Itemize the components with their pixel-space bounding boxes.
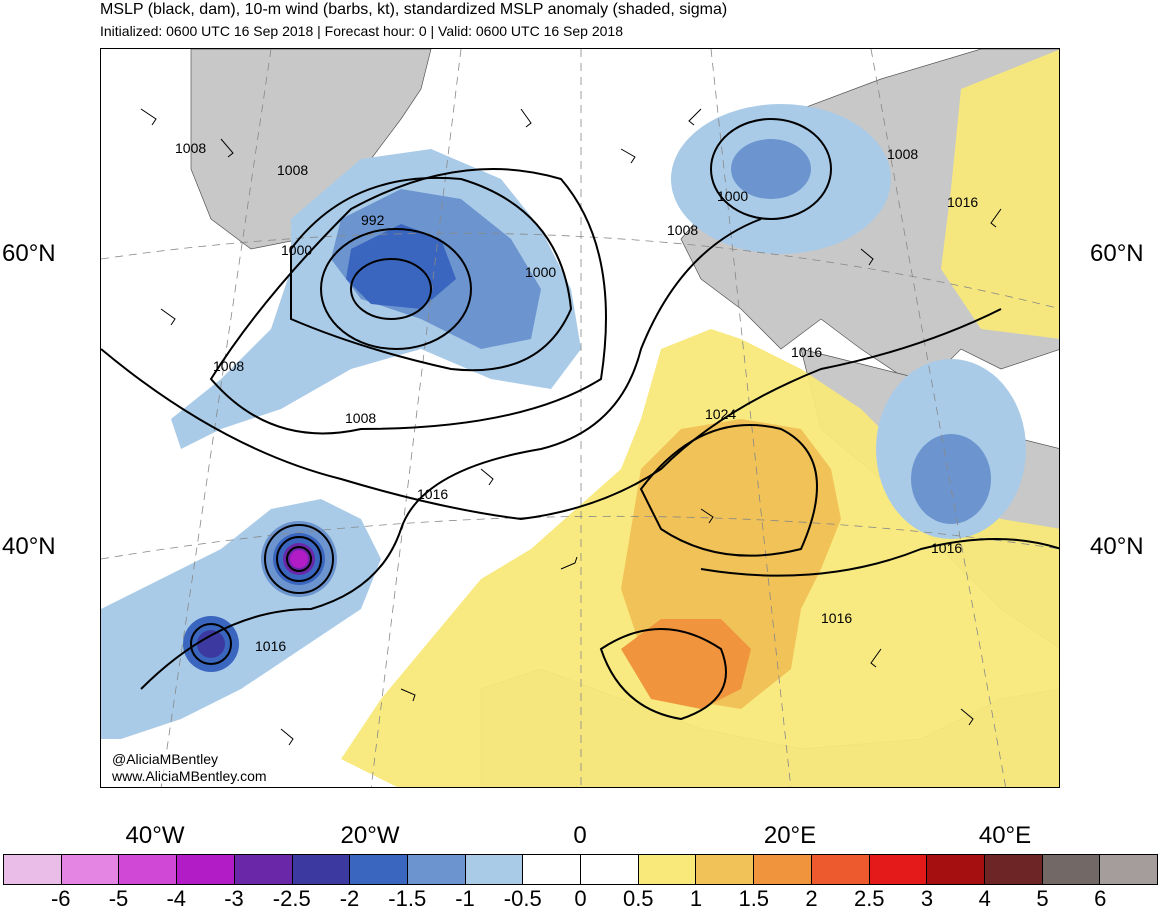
colorbar-tick-label: 4 bbox=[978, 886, 991, 911]
colorbar-cell bbox=[869, 855, 928, 884]
colorbar-cell bbox=[292, 855, 351, 884]
label-1008-norway: 1008 bbox=[667, 222, 698, 238]
colorbar-tick-label: 5 bbox=[1036, 886, 1049, 911]
map-panel: 992 1000 1000 1000 1008 1008 1008 1008 1… bbox=[100, 48, 1060, 788]
label-1008-greenland: 1008 bbox=[175, 140, 206, 156]
label-1016-atlantic: 1016 bbox=[255, 638, 286, 654]
east-low-anomaly-core bbox=[911, 434, 991, 524]
chart-subtitle: Initialized: 0600 UTC 16 Sep 2018 | Fore… bbox=[100, 23, 623, 39]
colorbar-tick-label: -1 bbox=[455, 886, 475, 911]
label-1000-iceland: 1000 bbox=[281, 242, 312, 258]
wind-barbs bbox=[140, 108, 1002, 746]
colorbar-cell bbox=[984, 855, 1043, 884]
label-1008-east: 1008 bbox=[887, 146, 918, 162]
colorbar-tick-label: -4 bbox=[166, 886, 187, 911]
label-1008-greenland-2: 1008 bbox=[277, 162, 308, 178]
label-1000-northsea: 1000 bbox=[525, 264, 556, 280]
colorbar-tick-label: 6 bbox=[1094, 886, 1107, 911]
label-1016-baltic: 1016 bbox=[791, 344, 822, 360]
colorbar-cell bbox=[234, 855, 293, 884]
colorbar-cell bbox=[1100, 855, 1158, 884]
label-1016-aegean: 1016 bbox=[821, 610, 852, 626]
colorbar-tick-label: -5 bbox=[108, 886, 129, 911]
map-svg: 992 1000 1000 1000 1008 1008 1008 1008 1… bbox=[101, 49, 1059, 787]
lon-label-20e: 20°E bbox=[763, 822, 817, 849]
credit-site: www.AliciaMBentley.com bbox=[110, 768, 269, 784]
anomaly-1-5-sigma bbox=[621, 619, 751, 709]
chart-title: MSLP (black, dam), 10-m wind (barbs, kt)… bbox=[100, 1, 728, 18]
credit-handle: @AliciaMBentley bbox=[110, 751, 221, 767]
label-992: 992 bbox=[361, 212, 385, 228]
lon-label-40w: 40°W bbox=[125, 822, 185, 849]
colorbar-cell bbox=[1042, 855, 1101, 884]
colorbar-tick-label: -0.5 bbox=[503, 886, 542, 911]
colorbar-cell bbox=[523, 855, 582, 884]
colorbar-tick-label: -2.5 bbox=[272, 886, 311, 911]
colorbar-cell bbox=[811, 855, 870, 884]
label-1000-norway: 1000 bbox=[717, 188, 748, 204]
colorbar-tick-label: 1 bbox=[689, 886, 703, 911]
lat-label-40n-right: 40°N bbox=[1090, 533, 1144, 560]
colorbar-tick-label: -3 bbox=[224, 886, 244, 911]
colorbar-cell bbox=[4, 855, 62, 884]
lat-label-60n-left: 60°N bbox=[2, 240, 56, 267]
colorbar-cell bbox=[638, 855, 697, 884]
colorbar-cell bbox=[119, 855, 178, 884]
colorbar-tick-label: 3 bbox=[920, 886, 934, 911]
colorbar bbox=[3, 854, 1158, 885]
colorbar-cell bbox=[754, 855, 812, 884]
lat-label-40n-left: 40°N bbox=[2, 533, 56, 560]
colorbar-tick-label: 0 bbox=[574, 886, 587, 911]
colorbar-tick-label: 1.5 bbox=[738, 886, 770, 911]
colorbar-cell bbox=[581, 855, 639, 884]
colorbar-cell bbox=[927, 855, 985, 884]
lat-label-60n-right: 60°N bbox=[1090, 240, 1144, 267]
scandinavia-low-anomaly-core bbox=[731, 139, 811, 199]
colorbar-tick-label: -6 bbox=[50, 886, 71, 911]
colorbar-cell bbox=[465, 855, 524, 884]
atlantic-low-core-2b bbox=[197, 630, 225, 658]
label-1016-blacksea: 1016 bbox=[931, 540, 962, 556]
colorbar-tick-label: 2.5 bbox=[853, 886, 885, 911]
lon-label-20w: 20°W bbox=[340, 822, 400, 849]
colorbar-tick-label: 0.5 bbox=[622, 886, 654, 911]
colorbar-tick-label: -2 bbox=[339, 886, 360, 911]
lon-label-40e: 40°E bbox=[978, 822, 1032, 849]
graticule bbox=[101, 49, 1059, 787]
colorbar-cell bbox=[177, 855, 235, 884]
label-1024: 1024 bbox=[705, 406, 736, 422]
colorbar-tick-label: -1.5 bbox=[388, 886, 427, 911]
colorbar-cell bbox=[61, 855, 120, 884]
label-1008-mid: 1008 bbox=[345, 410, 376, 426]
lon-label-0: 0 bbox=[573, 822, 587, 849]
isobars bbox=[101, 118, 1059, 721]
colorbar-cell bbox=[407, 855, 466, 884]
label-1008-west: 1008 bbox=[213, 358, 244, 374]
label-1016-east: 1016 bbox=[947, 194, 978, 210]
colorbar-cell bbox=[350, 855, 408, 884]
colorbar-cell bbox=[696, 855, 755, 884]
positive-anomaly-east bbox=[941, 49, 1059, 339]
iceland-low-anomaly-core bbox=[346, 224, 456, 309]
label-1016-bay: 1016 bbox=[417, 486, 448, 502]
atlantic-low-core-1d bbox=[290, 550, 308, 568]
colorbar-tick-label: 2 bbox=[805, 886, 818, 911]
